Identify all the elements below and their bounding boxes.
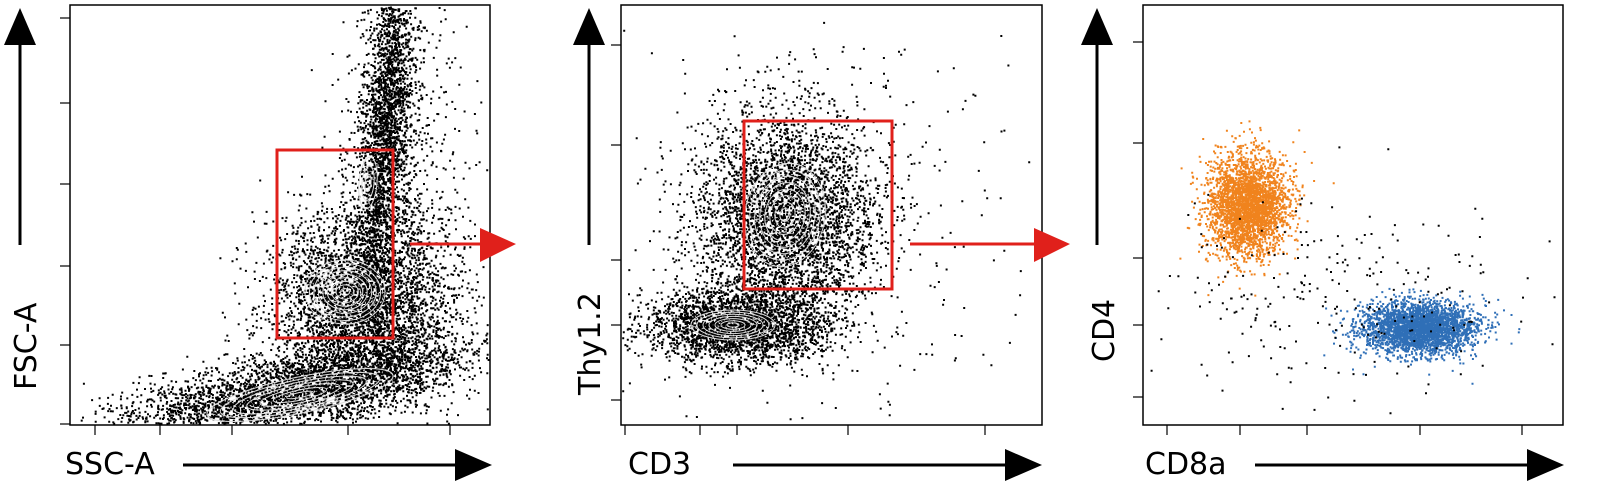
contour <box>726 322 740 328</box>
contour <box>714 318 752 332</box>
event-dots <box>219 147 487 425</box>
gate-arrow <box>410 228 516 262</box>
event-cloud <box>622 21 1031 421</box>
contour <box>690 309 776 341</box>
contour <box>769 195 801 235</box>
plot-frame <box>1142 4 1564 426</box>
ticks <box>60 17 1523 435</box>
event-dots <box>1179 120 1335 297</box>
contour <box>779 208 791 222</box>
contour <box>744 162 826 268</box>
event-dots <box>329 6 434 416</box>
contour <box>331 280 359 304</box>
contour <box>259 383 341 407</box>
event-dots <box>1150 146 1556 415</box>
gate <box>275 148 395 340</box>
events <box>80 6 1556 425</box>
event-cloud <box>292 7 489 425</box>
gate-arrow <box>910 228 1070 262</box>
event-cloud <box>1179 120 1335 297</box>
x-axis-label: CD8a <box>1145 447 1227 482</box>
contour <box>708 315 758 335</box>
contour <box>313 266 377 318</box>
event-dots <box>632 48 980 420</box>
event-cloud <box>80 304 490 425</box>
contour <box>720 320 746 330</box>
contour <box>364 173 372 193</box>
contour <box>749 169 821 261</box>
contour <box>764 188 806 242</box>
y-axis-label: FSC-A <box>9 302 44 390</box>
plot-frame <box>620 4 1043 426</box>
contour <box>759 182 811 248</box>
event-dots <box>80 304 490 425</box>
contour <box>272 386 328 404</box>
event-cloud <box>1150 146 1556 415</box>
event-cloud <box>622 264 899 405</box>
contour <box>754 175 816 255</box>
x-axis-label: CD3 <box>628 447 691 482</box>
contours <box>206 156 826 422</box>
contour <box>206 368 394 422</box>
contour <box>335 284 355 300</box>
plot-frame <box>69 4 491 426</box>
contour <box>340 287 350 297</box>
gate <box>742 119 894 291</box>
event-dots <box>1323 287 1521 385</box>
axis-arrows <box>4 8 1564 481</box>
contour <box>233 375 367 415</box>
contour <box>308 263 382 321</box>
event-cloud <box>329 6 434 416</box>
event-dots <box>622 21 1031 421</box>
event-dots <box>622 264 899 405</box>
contour <box>286 390 314 400</box>
event-cloud <box>1323 287 1521 385</box>
contour <box>702 313 764 337</box>
contour <box>696 311 770 339</box>
contour <box>358 156 378 210</box>
event-cloud <box>219 147 487 425</box>
contour <box>774 201 796 229</box>
contour <box>322 273 368 311</box>
contour <box>304 259 386 325</box>
y-axis-label: Thy1.2 <box>573 292 608 396</box>
event-cloud <box>632 48 980 420</box>
contour <box>219 371 381 419</box>
contour <box>246 379 354 411</box>
y-axis-label: CD4 <box>1087 299 1122 362</box>
contour <box>361 165 375 201</box>
event-dots <box>292 7 489 425</box>
contour <box>317 270 373 314</box>
contour <box>326 277 364 307</box>
x-axis-label: SSC-A <box>65 447 155 482</box>
